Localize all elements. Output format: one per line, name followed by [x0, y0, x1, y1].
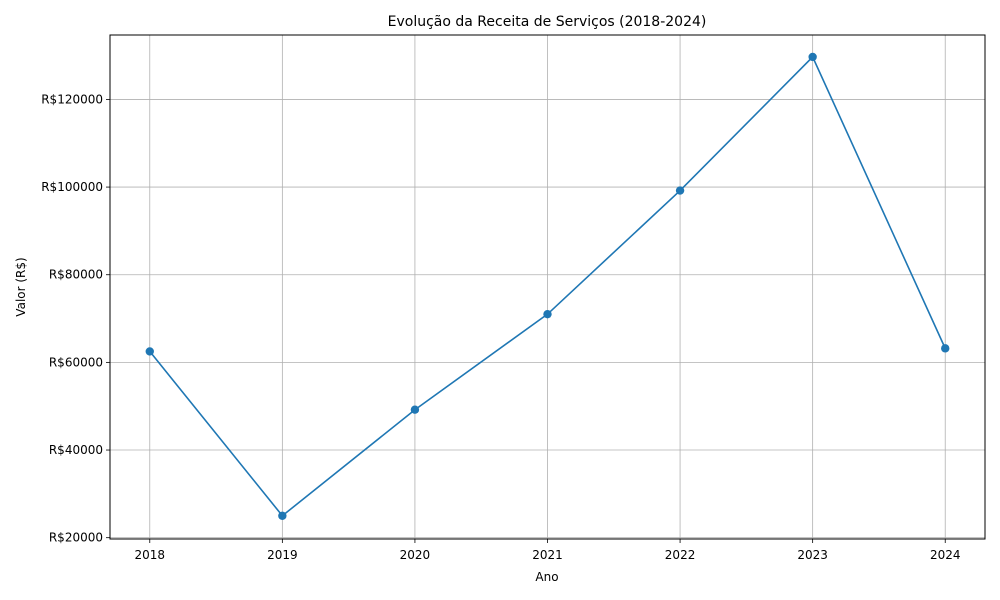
series-group [145, 52, 950, 520]
x-axis-label: Ano [535, 570, 558, 584]
data-point-2020 [410, 405, 420, 414]
y-axis-label: Valor (R$) [14, 257, 28, 316]
y-tick-label: R$120000 [41, 92, 103, 106]
grid [110, 35, 985, 539]
x-tick-label: 2018 [134, 548, 165, 562]
x-tick-label: 2021 [532, 548, 563, 562]
data-point-2021 [543, 309, 552, 319]
y-tick-label: R$100000 [41, 180, 103, 194]
x-tick-label: 2022 [665, 548, 696, 562]
chart-title: Evolução da Receita de Serviços (2018-20… [388, 14, 707, 30]
data-point-2024 [941, 344, 950, 353]
data-point-2023 [808, 52, 817, 62]
y-tick-label: R$40000 [49, 443, 103, 457]
x-tick-label: 2020 [400, 548, 431, 562]
x-axis-ticks: 2018 2019 2020 2021 2022 2023 2024 [134, 539, 961, 562]
y-tick-label: R$20000 [49, 531, 103, 545]
x-tick-label: 2024 [930, 548, 961, 562]
y-axis-ticks: R$20000 R$40000 R$60000 R$80000 R$100000 R$12… [41, 92, 110, 545]
data-point-2018 [145, 347, 154, 356]
data-point-2019 [278, 511, 287, 520]
data-point-2022 [675, 186, 685, 195]
x-tick-label: 2023 [797, 548, 828, 562]
x-tick-label: 2019 [267, 548, 298, 562]
y-tick-label: R$60000 [49, 355, 103, 369]
y-tick-label: R$80000 [49, 268, 103, 282]
